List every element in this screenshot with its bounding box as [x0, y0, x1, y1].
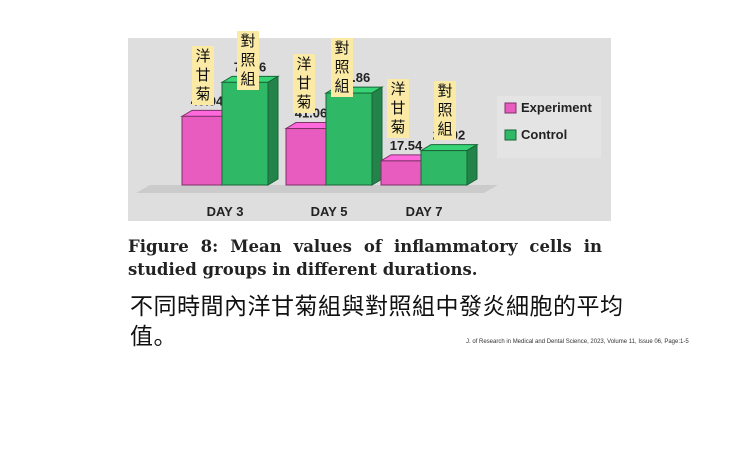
- bar-control-day-7: [420, 150, 468, 186]
- legend-swatch-control: [504, 129, 517, 141]
- chart-floor: [136, 185, 498, 193]
- annotation-control: 對照組: [237, 31, 259, 90]
- annotation-experiment: 洋甘菊: [192, 46, 214, 105]
- annotation-control: 對照組: [331, 38, 353, 97]
- bar-control-day-3: [221, 81, 269, 186]
- x-tick-label: DAY 7: [406, 204, 443, 219]
- data-label-experiment-day-7: 17.54: [390, 138, 423, 153]
- legend-label-experiment: Experiment: [521, 100, 592, 115]
- bar-experiment-day-7: [380, 160, 422, 186]
- figure-caption: Figure 8: Mean values of inflammatory ce…: [128, 237, 602, 279]
- annotation-experiment: 洋甘菊: [293, 54, 315, 113]
- bar-control-day-3-side: [267, 75, 279, 186]
- legend-label-control: Control: [521, 127, 567, 142]
- x-tick-label: DAY 3: [207, 204, 244, 219]
- legend-swatch-experiment: [504, 102, 517, 114]
- bar-control-day-7-side: [466, 143, 478, 186]
- x-tick-label: DAY 5: [311, 204, 348, 219]
- chinese-caption: 不同時間內洋甘菊組與對照組中發炎細胞的平均值。: [130, 294, 624, 350]
- bar-control-day-5: [325, 92, 373, 186]
- annotation-experiment: 洋甘菊: [387, 79, 409, 138]
- bar-experiment-day-5: [285, 128, 327, 186]
- bar-experiment-day-3: [181, 115, 223, 186]
- annotation-control: 對照組: [434, 81, 456, 140]
- citation: J. of Research in Medical and Dental Sci…: [466, 339, 689, 345]
